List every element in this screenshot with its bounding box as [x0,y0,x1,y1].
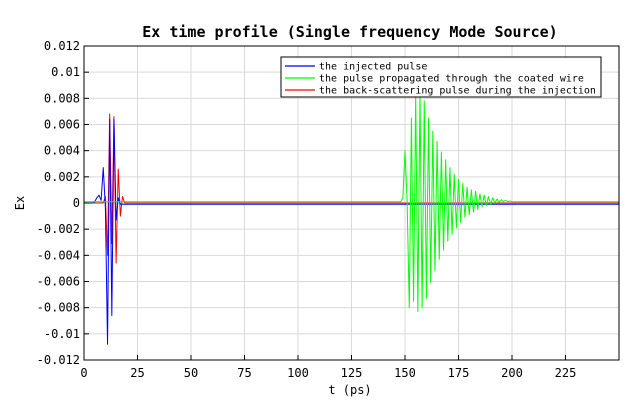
legend-label-0: the injected pulse [319,62,427,73]
series-line-1 [84,91,619,313]
x-tick-label: 125 [341,366,363,380]
y-tick-label: -0.006 [37,275,80,289]
x-tick-label: 50 [184,366,198,380]
x-tick-label: 175 [448,366,470,380]
chart-title: Ex time profile (Single frequency Mode S… [142,23,557,41]
y-tick-label: 0.004 [44,144,80,158]
y-tick-label: -0.01 [44,327,80,341]
x-tick-label: 25 [130,366,144,380]
y-tick-label: -0.002 [37,222,80,236]
y-axis: 0.012 0.01 0.008 0.006 0.004 0.002 0 -0.002 -0.0… [37,39,89,367]
legend-label-1: the pulse propagated through the coated … [319,74,584,85]
series-line-2 [84,113,619,264]
y-tick-label: -0.004 [37,248,80,262]
x-tick-label: 0 [80,366,87,380]
plot-area: 0 25 50 75 100 125 150 175 200 225 0.012 0.01 0.008… [37,39,620,380]
x-tick-label: 200 [501,366,523,380]
legend-label-2: the back-scattering pulse during the inj… [319,86,596,97]
x-tick-label: 150 [394,366,416,380]
y-tick-label: 0.002 [44,170,80,184]
series-layer [84,91,619,345]
x-tick-label: 75 [237,366,251,380]
y-tick-label: 0.008 [44,91,80,105]
x-tick-label: 225 [555,366,577,380]
y-tick-label: 0 [73,196,80,210]
x-axis: 0 25 50 75 100 125 150 175 200 225 [80,355,576,380]
y-tick-label: 0.012 [44,39,80,53]
x-axis-label: t (ps) [328,383,371,397]
y-tick-label: -0.008 [37,301,80,315]
y-tick-label: 0.01 [51,65,80,79]
x-tick-label: 100 [287,366,309,380]
y-tick-label: 0.006 [44,118,80,132]
legend-box [280,56,602,98]
y-axis-label: Ex [13,196,27,210]
series-line-0 [84,118,619,345]
y-tick-label: -0.012 [37,353,80,367]
